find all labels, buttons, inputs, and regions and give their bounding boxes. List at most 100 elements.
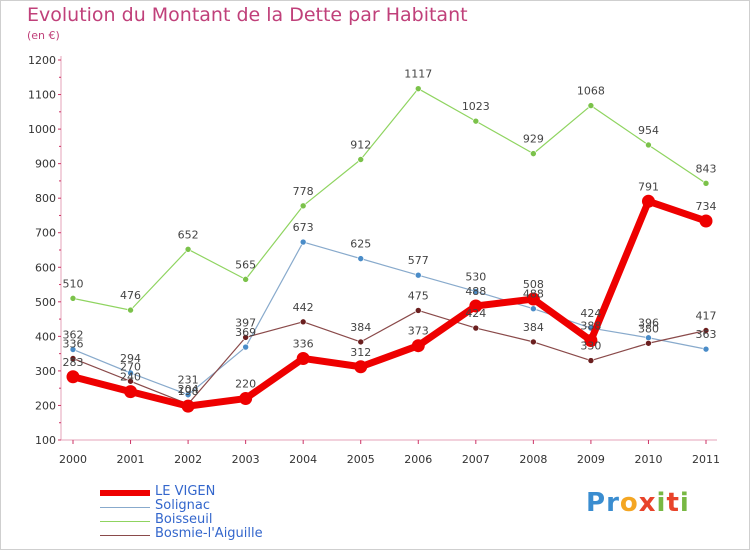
data-label-boisseuil: 510 [63,277,84,290]
legend-item: Boisseuil [100,512,320,528]
legend-swatch [100,520,150,522]
data-point-boisseuil [299,202,307,210]
data-point-le-vigen [584,334,598,348]
data-label-solignac: 577 [408,254,429,267]
data-point-bosmie-l-aiguille [357,338,365,346]
y-tick-label: 1200 [28,54,56,67]
data-label-le-vigen: 240 [120,371,141,384]
data-point-boisseuil [242,276,249,283]
data-label-le-vigen: 373 [408,325,429,338]
data-point-bosmie-l-aiguille [242,334,249,341]
data-point-bosmie-l-aiguille [472,324,480,332]
y-tick-label: 900 [35,158,56,171]
y-tick-label: 100 [35,434,56,447]
series-line-le-vigen [69,197,710,410]
y-tick-label: 600 [35,261,56,274]
data-label-solignac: 530 [465,270,486,283]
data-point-solignac [530,305,537,313]
legend-swatch [100,506,150,508]
data-point-solignac [472,288,480,295]
legend-label: Solignac [155,498,211,513]
data-point-le-vigen [526,292,540,306]
data-label-bosmie-l-aiguille: 336 [63,337,84,350]
data-point-bosmie-l-aiguille [702,327,710,334]
data-label-boisseuil: 778 [293,185,314,198]
data-point-solignac [69,346,77,353]
data-point-solignac [645,334,652,342]
data-label-bosmie-l-aiguille: 330 [580,340,601,353]
data-label-boisseuil: 843 [696,162,717,175]
data-label-solignac: 363 [696,328,717,341]
data-point-solignac [357,255,365,262]
data-label-bosmie-l-aiguille: 384 [350,321,371,334]
data-label-bosmie-l-aiguille: 270 [120,360,141,373]
proxiti-logo: Proxiti [586,488,690,518]
data-label-solignac: 369 [235,326,256,339]
x-tick-label: 2000 [59,453,87,466]
data-label-boisseuil: 929 [523,133,544,146]
x-tick-label: 2002 [174,453,202,466]
y-tick-label: 800 [35,192,56,205]
data-point-le-vigen [469,299,483,313]
data-point-le-vigen [411,339,425,353]
data-label-solignac: 231 [178,374,199,387]
logo-letter: i [656,488,667,518]
legend-swatch [100,490,150,496]
legend-item: LE VIGEN [100,484,320,500]
data-label-boisseuil: 1117 [404,68,432,81]
data-point-le-vigen [699,214,713,228]
data-label-bosmie-l-aiguille: 424 [465,307,486,320]
legend-item: Solignac [100,498,320,514]
data-label-bosmie-l-aiguille: 442 [293,301,314,314]
data-point-le-vigen [239,392,253,406]
data-label-le-vigen: 508 [523,278,544,291]
data-point-boisseuil [357,156,365,163]
data-point-le-vigen [66,370,80,384]
data-point-bosmie-l-aiguille [530,338,537,346]
data-point-le-vigen [296,351,310,365]
data-point-boisseuil [69,295,77,302]
data-point-le-vigen [354,360,368,374]
data-label-solignac: 362 [63,328,84,341]
logo-letter: o [619,488,639,518]
data-point-le-vigen [181,399,195,413]
data-point-solignac [127,369,134,377]
data-label-solignac: 673 [293,221,314,234]
data-label-le-vigen: 336 [293,337,314,350]
data-point-solignac [242,343,249,351]
y-tick-label: 200 [35,399,56,412]
logo-letter: P [586,488,607,518]
data-label-solignac: 396 [638,317,659,330]
x-tick-label: 2007 [462,453,490,466]
data-label-boisseuil: 565 [235,258,256,271]
data-point-solignac [184,391,192,399]
y-tick-label: 400 [35,330,56,343]
data-point-boisseuil [414,85,422,92]
data-point-boisseuil [184,246,192,253]
data-point-bosmie-l-aiguille [127,377,134,385]
y-tick-label: 300 [35,365,56,378]
data-label-le-vigen: 388 [580,320,601,333]
data-point-solignac [702,345,710,353]
legend-label: Bosmie-l'Aiguille [155,526,263,541]
data-point-bosmie-l-aiguille [299,318,307,326]
data-point-le-vigen [124,385,138,399]
x-tick-label: 2006 [404,453,432,466]
data-point-solignac [414,271,422,279]
series-line-solignac [72,241,707,396]
chart-unit: (en €) [27,29,60,42]
logo-letter: t [666,488,680,518]
logo-letter: x [638,488,657,518]
x-tick-label: 2008 [519,453,547,466]
data-label-le-vigen: 198 [178,385,199,398]
legend-label: Boisseuil [155,512,213,527]
data-point-boisseuil [702,180,710,187]
data-label-bosmie-l-aiguille: 384 [523,321,544,334]
data-label-bosmie-l-aiguille: 204 [178,383,199,396]
data-point-solignac [299,238,307,246]
data-label-boisseuil: 1023 [462,100,490,113]
data-point-bosmie-l-aiguille [587,357,595,364]
data-label-le-vigen: 734 [696,200,717,213]
data-point-bosmie-l-aiguille [414,307,422,314]
